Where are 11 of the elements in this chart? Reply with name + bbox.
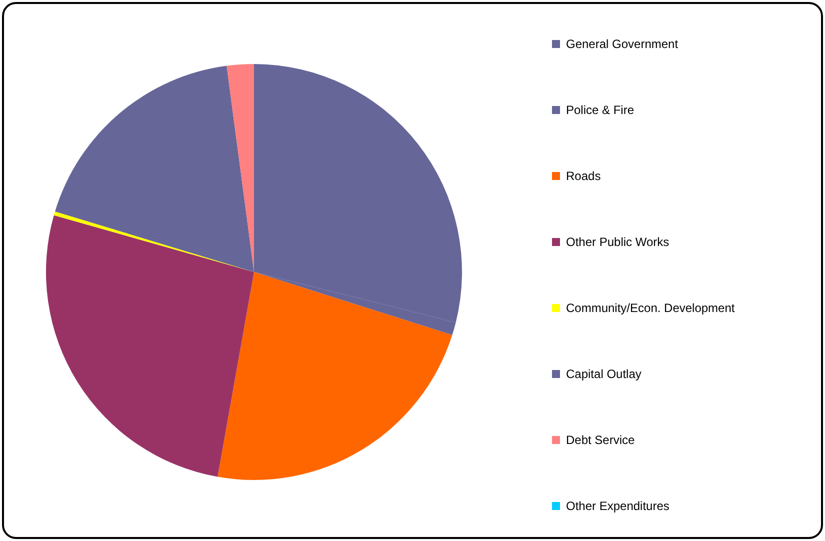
legend-label: Police & Fire <box>566 103 634 117</box>
legend-label: Community/Econ. Development <box>566 301 736 315</box>
pie-slice <box>46 215 254 477</box>
legend-label: Capital Outlay <box>566 367 642 381</box>
pie-slice <box>226 64 254 272</box>
pie-slice <box>218 272 452 480</box>
legend-label: General Government <box>566 37 679 51</box>
legend-label: Debt Service <box>566 433 636 447</box>
legend-label: Roads <box>566 169 601 183</box>
legend-label: Other Expenditures <box>566 499 670 513</box>
legend-label: Other Public Works <box>566 235 670 249</box>
